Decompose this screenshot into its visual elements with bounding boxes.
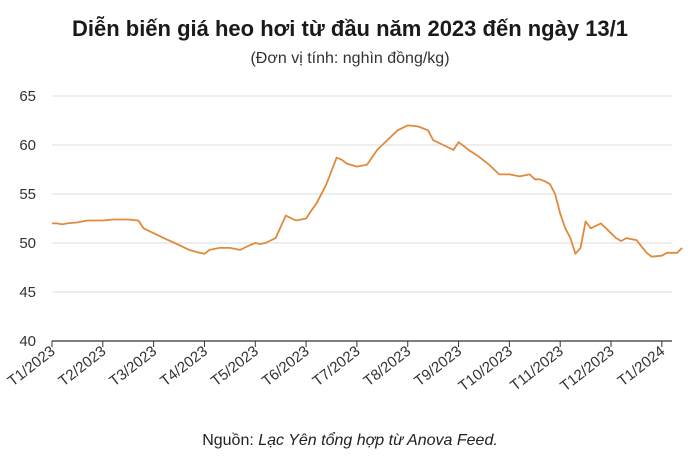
x-axis: T1/2023T2/2023T3/2023T4/2023T5/2023T6/20…	[5, 341, 668, 395]
source-label: Nguồn:	[202, 432, 254, 449]
x-tick-label: T10/2023	[455, 343, 515, 395]
price-series-line	[52, 124, 683, 258]
x-tick-label: T11/2023	[507, 343, 567, 395]
x-tick-label: T8/2023	[360, 343, 414, 390]
gridlines	[52, 95, 672, 342]
x-tick-label: T6/2023	[259, 343, 313, 390]
y-tick-label: 40	[19, 333, 36, 350]
x-tick-label: T4/2023	[157, 343, 211, 390]
y-tick-label: 60	[19, 137, 36, 154]
x-tick-label: T7/2023	[310, 343, 364, 390]
x-tick-label: T1/2024	[614, 343, 668, 390]
y-tick-label: 45	[19, 284, 36, 301]
y-axis-labels: 40 45 50 55 60 65	[19, 88, 36, 350]
y-tick-label: 50	[19, 235, 36, 252]
series-group	[52, 124, 683, 258]
chart-title: Diễn biến giá heo hơi từ đầu năm 2023 đế…	[71, 16, 629, 41]
y-tick-label: 65	[19, 88, 36, 105]
x-tick-label: T12/2023	[557, 343, 617, 395]
x-tick-label: T2/2023	[55, 343, 109, 390]
source-name: Lạc Yên tổng hợp từ Anova Feed.	[258, 432, 498, 449]
x-tick-label: T5/2023	[208, 343, 262, 390]
source-note: Nguồn: Lạc Yên tổng hợp từ Anova Feed.	[0, 432, 700, 450]
chart-subtitle: (Đơn vị tính: nghìn đồng/kg)	[250, 50, 450, 67]
x-tick-label: T3/2023	[106, 343, 160, 390]
y-tick-label: 55	[19, 186, 36, 203]
